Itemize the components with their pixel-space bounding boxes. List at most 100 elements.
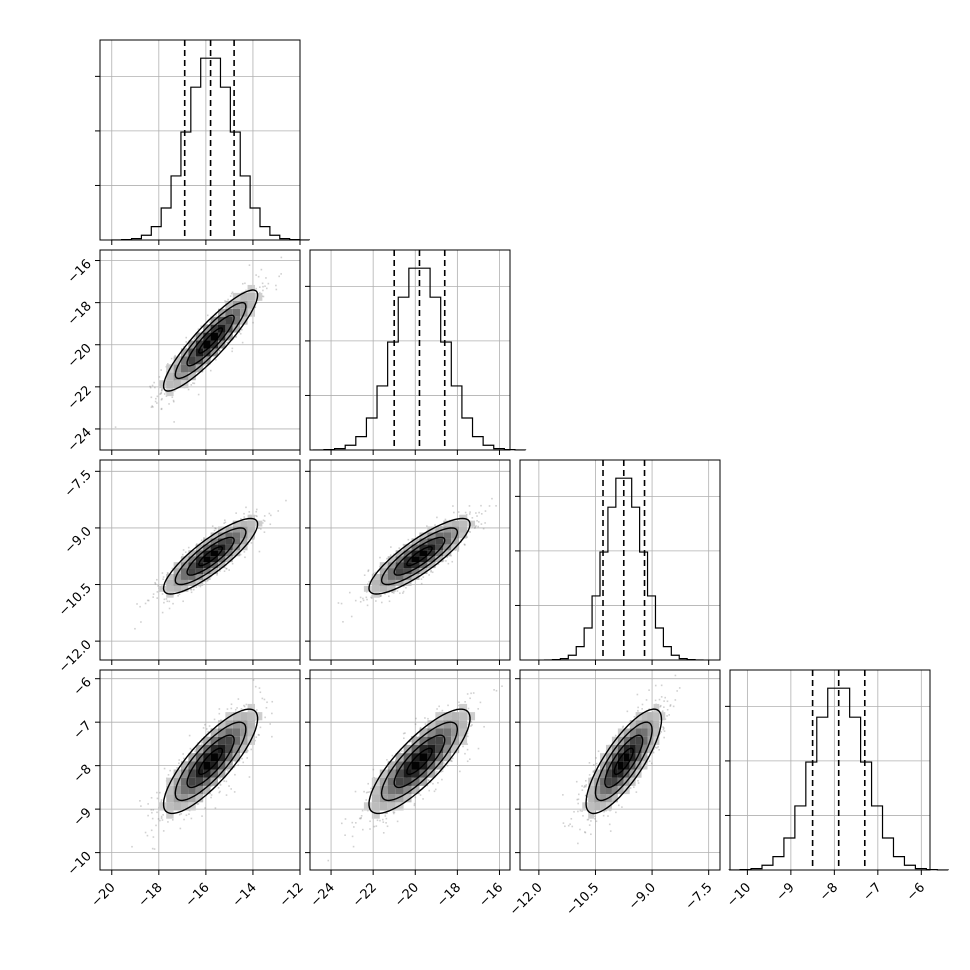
density-cell xyxy=(403,544,412,551)
density-cell xyxy=(371,591,380,598)
density-cell xyxy=(232,316,241,325)
sample-point xyxy=(179,827,182,830)
density-cell xyxy=(395,550,404,557)
density-cell xyxy=(173,574,182,580)
density-cell xyxy=(210,728,218,737)
panel-frame xyxy=(729,669,931,871)
sample-point xyxy=(396,820,399,823)
density-cell xyxy=(379,777,388,786)
sample-point xyxy=(393,555,396,557)
sample-point xyxy=(227,341,230,343)
sample-point xyxy=(262,289,264,292)
sample-point xyxy=(428,779,430,782)
density-cell xyxy=(166,585,174,592)
sample-point xyxy=(466,693,469,695)
sample-point xyxy=(367,570,370,573)
density-cell xyxy=(203,562,211,569)
sample-point xyxy=(471,517,474,519)
density-cell xyxy=(210,340,218,349)
sample-point xyxy=(435,772,438,774)
sample-point xyxy=(254,739,257,742)
density-cell xyxy=(363,802,372,811)
sample-point xyxy=(259,726,262,729)
sample-point xyxy=(159,393,161,395)
sample-point xyxy=(156,402,158,404)
sample-point xyxy=(471,724,473,726)
density-cell xyxy=(435,532,444,539)
density-cell xyxy=(203,568,211,575)
sample-point xyxy=(466,760,469,763)
sample-point xyxy=(469,531,472,533)
sample-point xyxy=(361,809,364,812)
contour-level-3 xyxy=(368,517,471,595)
sample-point xyxy=(352,845,355,848)
density-cell xyxy=(443,538,452,545)
density-cell xyxy=(173,785,182,795)
sample-point xyxy=(247,538,249,541)
sample-point xyxy=(451,757,454,760)
density-cell xyxy=(247,712,255,721)
density-cell xyxy=(181,794,189,803)
sample-point xyxy=(402,592,404,594)
sample-point xyxy=(427,779,430,781)
sample-point xyxy=(255,508,258,511)
sample-point xyxy=(193,586,195,589)
sample-point xyxy=(228,569,230,571)
density-cell xyxy=(225,550,233,557)
density-cell xyxy=(210,532,218,539)
density-cell xyxy=(188,556,196,563)
sample-point xyxy=(160,407,163,410)
density-cell xyxy=(195,544,204,551)
density-cell xyxy=(181,568,189,575)
sample-point xyxy=(359,817,362,820)
sample-point xyxy=(428,574,430,576)
density-cell xyxy=(217,753,226,762)
histogram-panel-2 xyxy=(515,459,721,665)
density-cell xyxy=(240,316,248,325)
density-cell xyxy=(459,526,468,533)
sample-point xyxy=(237,698,240,700)
sample-point xyxy=(214,527,216,529)
sample-point xyxy=(161,593,164,595)
sample-point xyxy=(403,737,405,740)
density-cell xyxy=(387,562,396,569)
density-cell xyxy=(203,538,211,545)
density-cell xyxy=(217,720,226,729)
density-cell xyxy=(210,777,218,786)
density-cell xyxy=(217,550,226,557)
sample-point xyxy=(226,772,228,775)
density-cell xyxy=(387,585,396,592)
sample-point xyxy=(275,288,278,291)
density-cell xyxy=(181,777,189,786)
sample-point xyxy=(218,349,220,351)
density-cell xyxy=(379,568,388,575)
sample-point xyxy=(216,574,218,576)
contour-level-2 xyxy=(380,527,459,586)
density-cell xyxy=(188,579,196,586)
density-cell xyxy=(232,538,241,545)
sample-point xyxy=(344,818,347,820)
sample-point xyxy=(344,834,346,837)
sample-point xyxy=(190,384,193,386)
sample-point xyxy=(373,825,376,828)
sample-point xyxy=(258,527,260,529)
sample-point xyxy=(434,524,436,526)
density-cell xyxy=(158,802,167,811)
panel-frame xyxy=(99,39,301,241)
sample-point xyxy=(337,602,340,604)
sample-point xyxy=(234,760,237,763)
sample-point xyxy=(265,706,268,709)
density-cell xyxy=(427,538,436,545)
sample-point xyxy=(391,591,394,594)
scatter-panel-2-1 xyxy=(305,459,511,665)
density-cell xyxy=(411,562,420,569)
sample-point xyxy=(402,590,405,593)
sample-point xyxy=(213,529,216,532)
sample-point xyxy=(241,282,244,285)
sample-point xyxy=(201,741,204,744)
sample-point xyxy=(114,426,117,428)
sample-point xyxy=(415,717,417,720)
sample-point xyxy=(131,845,133,848)
sample-point xyxy=(229,295,232,297)
sample-point xyxy=(394,760,397,763)
